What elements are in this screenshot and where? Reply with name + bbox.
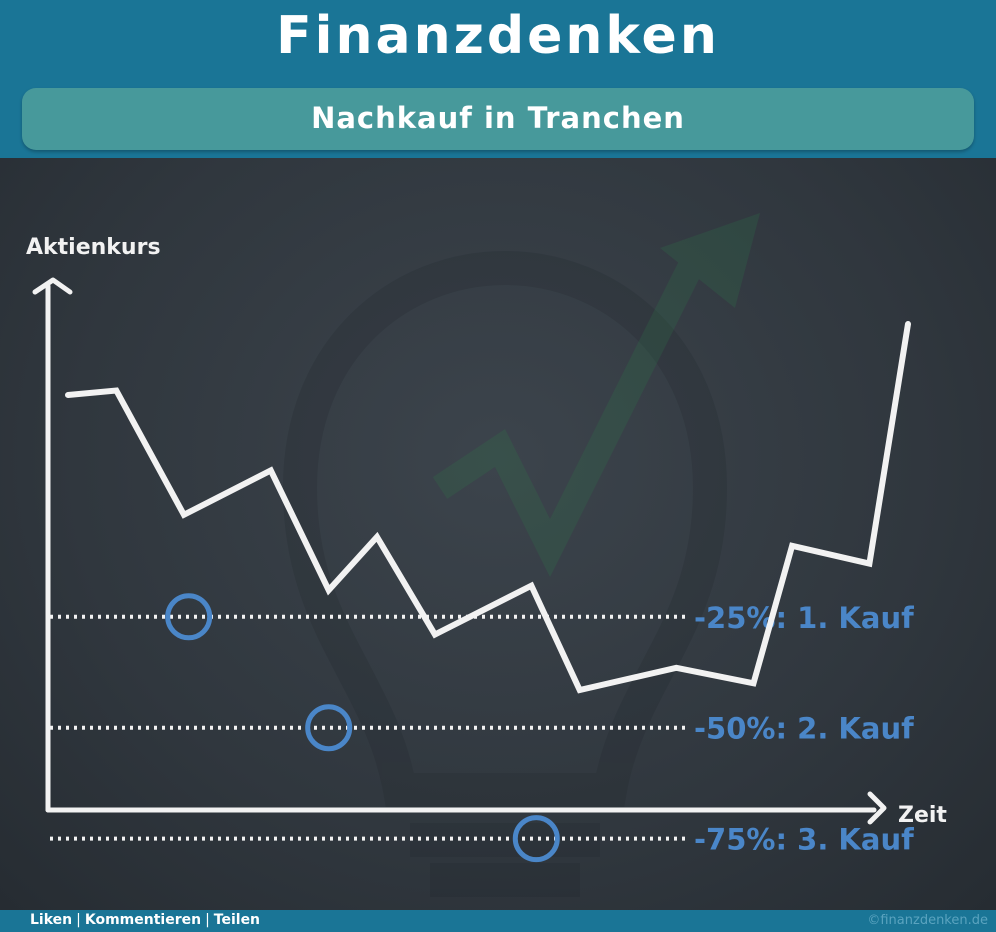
copyright-credit: ©finanzdenken.de [867,913,988,928]
page-subtitle: Nachkauf in Tranchen [311,101,685,135]
x-axis-arrow-icon [867,791,887,825]
subtitle-banner: Nachkauf in Tranchen [22,88,974,150]
share-link[interactable]: Teilen [213,912,261,928]
threshold-label: -75%: 3. Kauf [694,823,914,857]
footer-bar: Liken | Kommentieren | Teilen ©finanzdenken.… [0,910,996,932]
y-axis-label: Aktienkurs [26,235,161,260]
footer-separator: | [76,912,81,928]
page-title: Finanzdenken [276,6,720,66]
price-line [65,321,911,694]
buy-marker [305,704,353,752]
chart-axes [45,283,877,813]
threshold-label: -50%: 2. Kauf [694,712,914,746]
header-banner: Finanzdenken Nachkauf in Tranchen [0,0,996,158]
buy-marker [165,593,213,641]
threshold-label: -25%: 1. Kauf [694,601,914,635]
comment-link[interactable]: Kommentieren [84,912,202,928]
like-link[interactable]: Liken [30,912,73,928]
trend-arrow-watermark-icon [432,213,760,578]
footer-links: Liken | Kommentieren | Teilen [30,912,260,928]
x-axis-label: Zeit [898,803,947,828]
price-chart: Aktienkurs Zeit -25%: 1. Kauf -50%: 2. Ka… [26,213,947,897]
y-axis-arrow-icon [32,277,73,295]
footer-separator: | [205,912,210,928]
lightbulb-watermark-icon [282,250,728,897]
buy-marker [512,815,560,863]
chalkboard: Aktienkurs Zeit -25%: 1. Kauf -50%: 2. Ka… [0,158,996,910]
